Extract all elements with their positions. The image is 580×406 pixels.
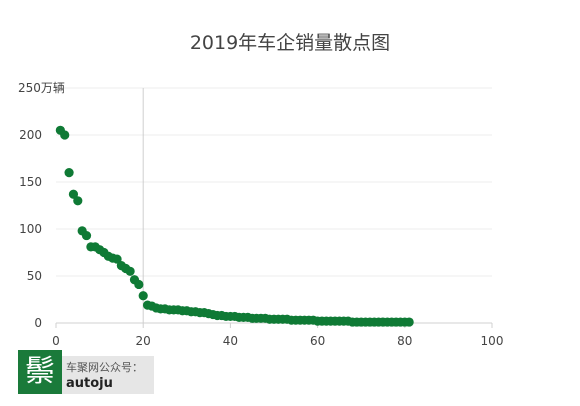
y-tick-label: 100: [19, 222, 42, 236]
y-tick-label: 0: [34, 316, 42, 330]
data-point: [73, 196, 83, 206]
x-tick-label: 40: [223, 334, 238, 348]
data-point: [64, 168, 74, 178]
x-tick-label: 0: [52, 334, 60, 348]
data-point: [125, 266, 135, 276]
data-point: [404, 317, 414, 327]
tick-labels: 0 50 100 150 200 250万辆 0 20 40 60 80 100: [18, 81, 503, 348]
data-point: [60, 130, 70, 140]
y-tick-label: 200: [19, 128, 42, 142]
grid-lines: [56, 87, 492, 277]
brand-handle: autoju: [66, 376, 113, 391]
chart-title: 2019年车企销量散点图: [189, 32, 391, 54]
brand-source-label: 车聚网公众号：: [66, 361, 143, 374]
data-point: [134, 279, 144, 290]
y-tick-label: 250万辆: [18, 81, 65, 95]
x-tick-label: 20: [136, 334, 151, 348]
data-point: [68, 189, 79, 199]
data-point: [81, 230, 92, 241]
brand-logo: 鬃: [18, 350, 62, 394]
axes: [55, 88, 493, 328]
x-tick-label: 60: [310, 334, 325, 348]
data-point: [138, 291, 148, 301]
y-tick-label: 150: [19, 175, 42, 189]
x-tick-label: 100: [481, 334, 504, 348]
y-tick-label: 50: [27, 269, 42, 283]
data-point: [112, 254, 122, 264]
brand-logo-glyph: 鬃: [25, 354, 55, 389]
brand-caption: 车聚网公众号： autoju: [62, 356, 154, 394]
x-tick-label: 80: [397, 334, 412, 348]
data-points: [55, 125, 414, 327]
